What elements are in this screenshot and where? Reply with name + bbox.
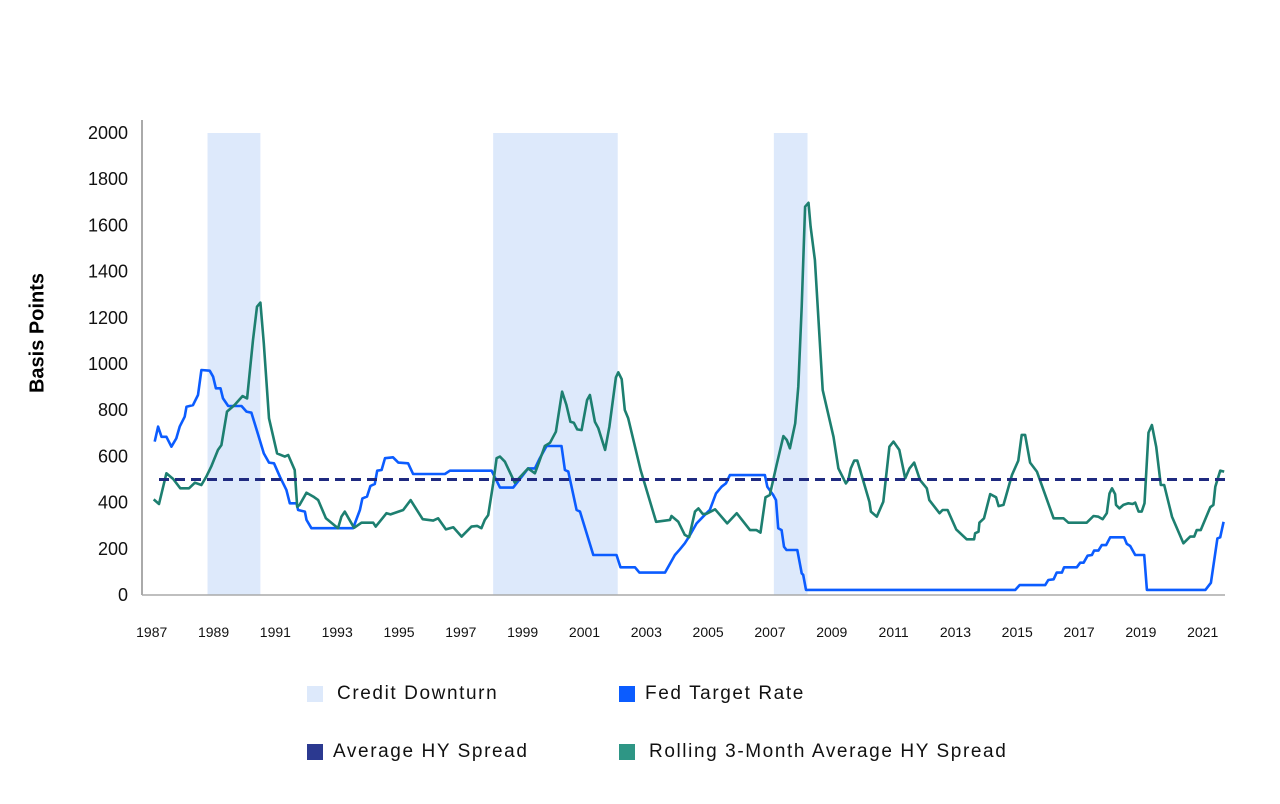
legend-label: Credit Downturn <box>337 683 499 704</box>
x-tick-label: 2003 <box>631 624 662 640</box>
y-tick-label: 600 <box>98 446 128 466</box>
series-lines <box>152 201 1226 592</box>
legend-label: Average HY Spread <box>333 741 529 762</box>
legend-label: Fed Target Rate <box>645 683 805 704</box>
x-tick-label: 2015 <box>1002 624 1033 640</box>
legend-swatch <box>307 744 323 760</box>
legend-swatch <box>307 686 323 702</box>
credit-downturn-region <box>773 133 808 595</box>
y-tick-label: 2000 <box>88 123 128 143</box>
x-tick-label: 2013 <box>940 624 971 640</box>
x-tick-label: 1995 <box>383 624 414 640</box>
tick-labels: 0 200 400 600 800 1000 1200 1400 1600 1800 2000 198… <box>88 123 1219 640</box>
y-tick-label: 200 <box>98 539 128 559</box>
x-tick-label: 1993 <box>322 624 353 640</box>
x-tick-label: 1991 <box>260 624 291 640</box>
x-tick-label: 2007 <box>754 624 785 640</box>
y-tick-label: 1600 <box>88 215 128 235</box>
y-tick-label: 1200 <box>88 308 128 328</box>
y-tick-label: 1400 <box>88 262 128 282</box>
x-tick-label: 2019 <box>1125 624 1156 640</box>
y-tick-label: 1000 <box>88 354 128 374</box>
x-tick-label: 1997 <box>445 624 476 640</box>
x-tick-label: 2011 <box>879 624 909 640</box>
x-tick-label: 2005 <box>693 624 724 640</box>
x-tick-label: 2001 <box>569 624 600 640</box>
legend-rolling-hy-spread: Rolling 3-Month Average HY Spread <box>619 741 1007 763</box>
y-tick-label: 1800 <box>88 169 128 189</box>
credit-downturn-region <box>493 133 618 595</box>
x-tick-label: 1999 <box>507 624 538 640</box>
x-tick-label: 2009 <box>816 624 847 640</box>
legend-swatch <box>619 686 635 702</box>
legend-average-hy-spread: Average HY Spread <box>307 741 529 763</box>
x-tick-label: 2021 <box>1187 624 1218 640</box>
legend-credit-downturn: Credit Downturn <box>307 683 498 705</box>
x-tick-label: 1987 <box>136 624 167 640</box>
legend-fed-target-rate: Fed Target Rate <box>619 683 805 705</box>
credit-downturn-regions <box>207 133 808 595</box>
y-tick-label: 800 <box>98 400 128 420</box>
x-tick-label: 1989 <box>198 624 229 640</box>
y-tick-label: 0 <box>118 585 128 605</box>
axes <box>141 120 1225 596</box>
legend-label: Rolling 3-Month Average HY Spread <box>649 741 1008 762</box>
fed-target-rate-line <box>153 368 1225 592</box>
credit-downturn-region <box>207 133 261 595</box>
y-axis-label: Basis Points <box>26 272 49 394</box>
legend-swatch <box>619 744 635 760</box>
y-tick-label: 400 <box>98 493 128 513</box>
x-tick-label: 2017 <box>1064 624 1095 640</box>
rolling-hy-spread-line <box>152 201 1225 545</box>
